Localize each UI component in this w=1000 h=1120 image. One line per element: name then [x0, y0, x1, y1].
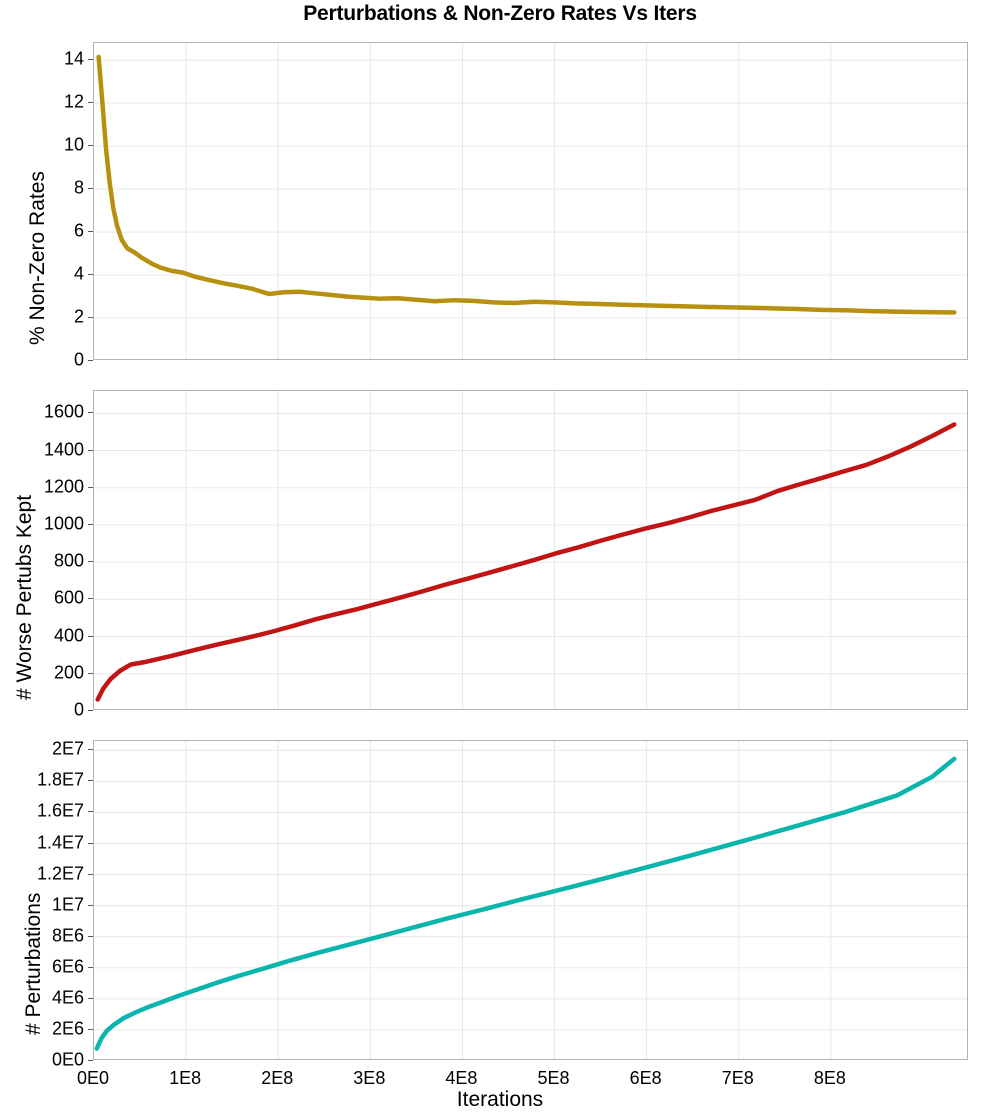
- y-tick-label: 8: [73, 177, 84, 198]
- y-tick-label: 1E7: [51, 894, 84, 915]
- y-tick-mark: [88, 412, 93, 414]
- plot-canvas-non-zero-rates: [94, 43, 967, 359]
- y-tick-mark: [88, 486, 93, 488]
- y-tick-mark: [88, 598, 93, 600]
- y-axis-label-non-zero-rates: % Non-Zero Rates: [26, 171, 49, 345]
- chart-title: Perturbations & Non-Zero Rates Vs Iters: [303, 2, 697, 25]
- y-tick-label: 12: [63, 91, 84, 112]
- x-tick-label: 1E8: [169, 1068, 202, 1088]
- y-tick-label: 1.6E7: [36, 800, 84, 821]
- y-tick-label: 1.4E7: [36, 832, 84, 853]
- y-tick-mark: [88, 935, 93, 937]
- y-tick-label: 0: [73, 349, 84, 370]
- plot-canvas-worse-pertubs-kept: [94, 391, 967, 709]
- y-tick-mark: [88, 635, 93, 637]
- y-tick-label: 0E0: [51, 1049, 84, 1070]
- x-tick-label: 4E8: [445, 1068, 478, 1088]
- series-line: [96, 54, 957, 315]
- y-tick-mark: [88, 997, 93, 999]
- y-tick-mark: [88, 1060, 93, 1061]
- series-line: [94, 756, 957, 1051]
- y-tick-mark: [88, 188, 93, 190]
- x-tick-label: 6E8: [629, 1068, 662, 1088]
- y-tick-label: 600: [53, 587, 84, 608]
- y-tick-mark: [88, 904, 93, 906]
- y-tick-label: 1200: [43, 476, 84, 497]
- plot-area-worse-pertubs-kept: [93, 390, 968, 710]
- y-axis-label-perturbations: # Perturbations: [22, 892, 45, 1035]
- y-tick-mark: [88, 145, 93, 147]
- y-tick-mark: [88, 811, 93, 813]
- y-tick-mark: [88, 561, 93, 563]
- y-tick-label: 1.2E7: [36, 863, 84, 884]
- y-tick-mark: [88, 780, 93, 782]
- y-axis-label-worse-pertubs-kept: # Worse Pertubs Kept: [13, 494, 36, 700]
- plot-area-non-zero-rates: [93, 42, 968, 360]
- y-tick-label: 2E7: [51, 738, 84, 759]
- y-tick-mark: [88, 873, 93, 875]
- y-tick-label: 2E6: [51, 1018, 84, 1039]
- x-tick-label: 3E8: [353, 1068, 386, 1088]
- y-tick-mark: [88, 274, 93, 276]
- x-tick-label: 2E8: [261, 1068, 294, 1088]
- y-tick-mark: [88, 449, 93, 451]
- y-tick-label: 1.8E7: [36, 769, 84, 790]
- y-tick-label: 6: [73, 220, 84, 241]
- y-tick-label: 200: [53, 662, 84, 683]
- y-tick-label: 1400: [43, 439, 84, 460]
- y-tick-mark: [88, 360, 93, 361]
- y-tick-label: 0: [73, 699, 84, 720]
- y-tick-mark: [88, 102, 93, 104]
- y-tick-mark: [88, 59, 93, 61]
- y-tick-label: 10: [63, 134, 84, 155]
- y-tick-mark: [88, 1028, 93, 1030]
- y-tick-label: 4E6: [51, 987, 84, 1008]
- y-tick-label: 14: [63, 48, 84, 69]
- series-line: [95, 422, 957, 702]
- y-tick-label: 1600: [43, 401, 84, 422]
- x-tick-label: 0E0: [76, 1068, 110, 1088]
- y-tick-mark: [88, 966, 93, 968]
- y-tick-label: 2: [73, 306, 84, 327]
- y-tick-label: 800: [53, 550, 84, 571]
- plot-canvas-perturbations: [94, 741, 967, 1059]
- y-tick-mark: [88, 710, 93, 711]
- x-tick-label: 7E8: [721, 1068, 754, 1088]
- y-tick-mark: [88, 672, 93, 674]
- y-tick-label: 6E6: [51, 956, 84, 977]
- y-tick-mark: [88, 842, 93, 844]
- y-tick-label: 4: [73, 263, 84, 284]
- x-axis-label: Iterations: [456, 1088, 544, 1111]
- plot-area-perturbations: [93, 740, 968, 1060]
- x-tick-label: 8E8: [813, 1068, 846, 1088]
- y-tick-label: 400: [53, 625, 84, 646]
- y-tick-mark: [88, 749, 93, 751]
- y-tick-mark: [88, 231, 93, 233]
- y-tick-label: 1000: [43, 513, 84, 534]
- x-tick-label: 5E8: [537, 1068, 570, 1088]
- y-tick-label: 8E6: [51, 925, 84, 946]
- y-tick-mark: [88, 523, 93, 525]
- y-tick-mark: [88, 317, 93, 319]
